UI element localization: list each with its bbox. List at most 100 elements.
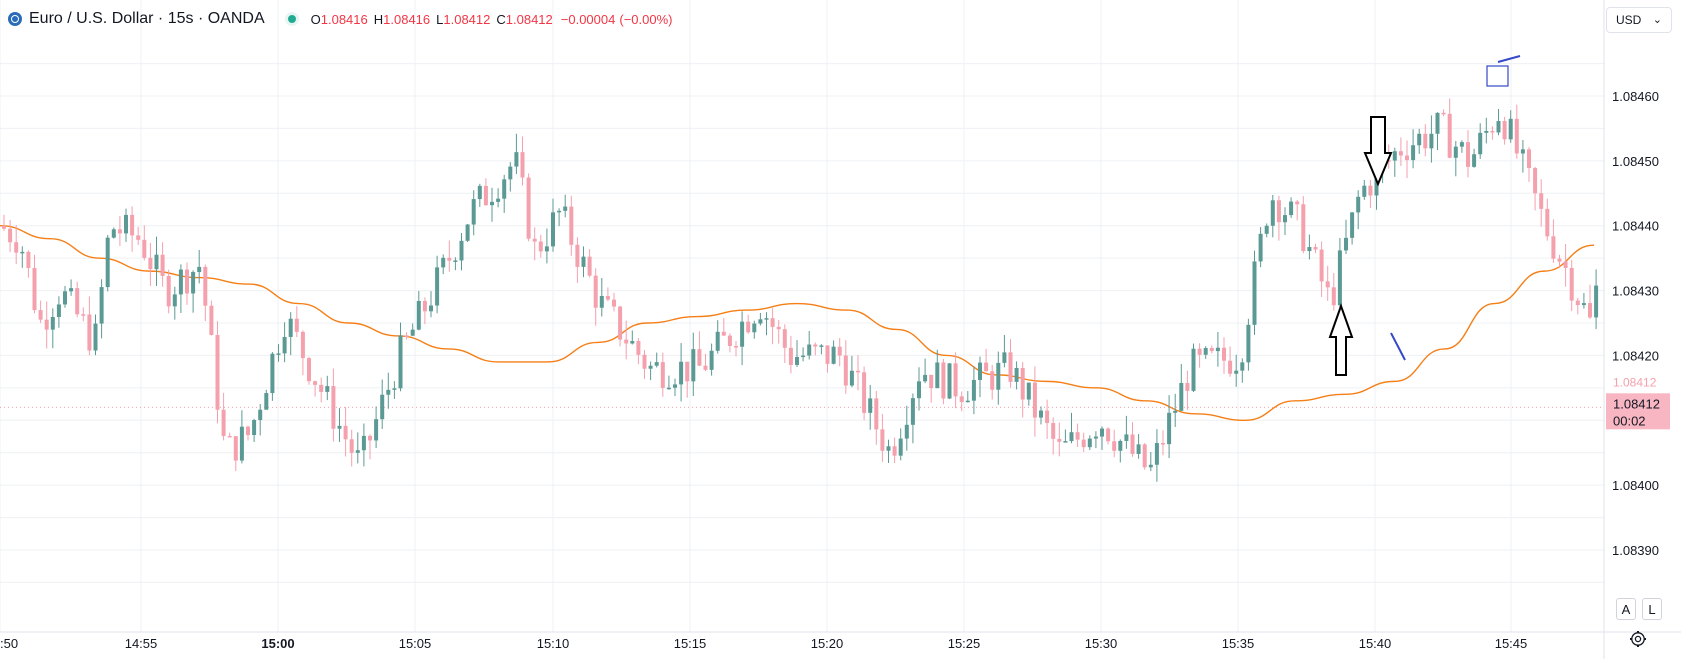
candle-up xyxy=(191,272,196,294)
candle-up xyxy=(1411,145,1416,161)
candle-down xyxy=(941,362,946,399)
candle-down xyxy=(1051,423,1056,439)
candle-up xyxy=(1453,146,1458,158)
candle-down xyxy=(166,275,171,307)
chart-grid xyxy=(0,0,1604,632)
candle-down xyxy=(313,381,318,385)
candle-down xyxy=(1551,236,1556,259)
time-label: 15:05 xyxy=(399,636,432,651)
candle-down xyxy=(1490,130,1495,133)
candle-down xyxy=(703,365,708,370)
candle-down xyxy=(1313,247,1318,250)
candle-up xyxy=(807,344,812,356)
candle-up xyxy=(1087,438,1092,448)
candle-up xyxy=(471,199,476,225)
candle-up xyxy=(502,179,507,199)
currency-selector[interactable]: USD ⌄ xyxy=(1606,7,1672,33)
time-label: 15:45 xyxy=(1495,636,1528,651)
candle-up xyxy=(1484,130,1489,133)
candle-up xyxy=(496,198,501,202)
log-scale-button[interactable]: L xyxy=(1642,598,1662,620)
candle-up xyxy=(1167,412,1172,445)
candle-down xyxy=(612,299,616,307)
candle-down xyxy=(587,256,592,276)
trend-line-drawing xyxy=(1497,55,1521,63)
candle-up xyxy=(1246,324,1251,363)
candle-up xyxy=(996,362,1001,390)
candle-up xyxy=(673,384,677,388)
candle-down xyxy=(2,225,6,229)
candle-down xyxy=(1008,352,1013,382)
candle-down xyxy=(685,361,690,382)
candle-down xyxy=(32,267,37,311)
candle-up xyxy=(508,166,513,180)
candle-down xyxy=(1527,149,1531,169)
candle-down xyxy=(75,288,80,315)
candle-up xyxy=(831,346,836,364)
price-label: 1.08430 xyxy=(1612,284,1659,299)
candle-down xyxy=(1466,142,1470,167)
auto-scale-button[interactable]: A xyxy=(1616,598,1636,620)
candle-down xyxy=(721,331,726,336)
candle-down xyxy=(227,435,232,438)
candle-up xyxy=(654,362,659,366)
candle-down xyxy=(404,335,409,337)
candle-up xyxy=(270,353,275,394)
candle-up xyxy=(715,331,720,351)
candle-down xyxy=(520,152,525,178)
candle-up xyxy=(1429,133,1434,149)
candle-up xyxy=(1478,132,1483,155)
candle-down xyxy=(1368,185,1373,196)
candle-up xyxy=(1002,352,1007,363)
ohlc-close: C1.08412 xyxy=(496,11,553,27)
candle-down xyxy=(1319,249,1324,282)
candle-up xyxy=(752,323,757,333)
candle-up xyxy=(709,350,714,370)
candle-down xyxy=(1020,367,1025,400)
candle-down xyxy=(642,354,647,369)
candle-down xyxy=(185,269,189,294)
candle-up xyxy=(679,361,684,385)
symbol-title[interactable]: Euro / U.S. Dollar · 15s · OANDA xyxy=(29,10,265,27)
price-label: 1.08460 xyxy=(1612,89,1659,104)
candle-up xyxy=(20,251,25,254)
candle-down xyxy=(1514,118,1519,154)
candle-down xyxy=(117,229,122,234)
ghost-price-label: 1.08412 xyxy=(1613,375,1657,389)
candle-up xyxy=(465,224,470,241)
drawings-layer[interactable] xyxy=(1328,55,1521,376)
candle-down xyxy=(148,257,153,270)
gear-icon[interactable] xyxy=(1629,630,1647,648)
candle-down xyxy=(1557,258,1562,262)
candle-up xyxy=(1258,233,1263,262)
candle-up xyxy=(477,185,482,200)
candle-up xyxy=(740,321,745,347)
globe-euro-icon[interactable] xyxy=(8,12,22,26)
candle-up xyxy=(1240,362,1245,371)
candle-down xyxy=(1142,444,1147,468)
moving-average-layer xyxy=(0,225,1595,421)
candle-up xyxy=(1344,237,1348,251)
candle-up xyxy=(490,201,494,206)
candle-up xyxy=(337,425,342,429)
candle-down xyxy=(1161,443,1165,445)
candle-down xyxy=(825,345,830,364)
candle-down xyxy=(1032,382,1037,418)
candle-down xyxy=(990,371,995,390)
candle-down xyxy=(1295,201,1300,205)
candle-up xyxy=(1283,215,1287,223)
candle-up xyxy=(56,304,61,318)
candle-down xyxy=(636,340,641,355)
candle-up xyxy=(947,363,952,399)
candle-down xyxy=(874,398,879,430)
candle-down xyxy=(343,425,348,440)
candle-up xyxy=(1136,444,1141,454)
last-price-value: 1.08412 xyxy=(1613,396,1660,411)
candle-down xyxy=(136,235,141,240)
candle-down xyxy=(593,275,598,308)
candle-down xyxy=(1197,348,1202,355)
candle-up xyxy=(1508,118,1513,140)
candle-down xyxy=(862,372,867,413)
